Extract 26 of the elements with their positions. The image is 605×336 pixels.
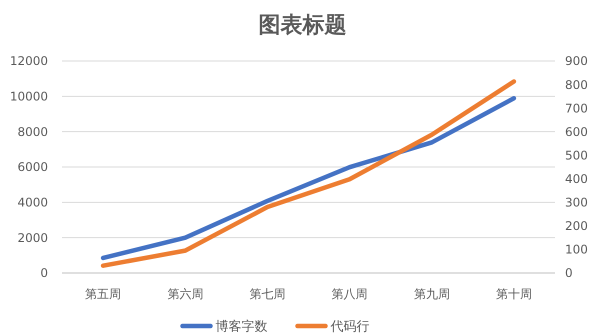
x-tick-label: 第五周 [85,287,122,301]
x-tick-label: 第九周 [414,287,450,301]
y2-tick-label: 400 [565,172,588,186]
x-tick-label: 第七周 [249,287,286,301]
y-tick-label: 8000 [17,124,48,139]
y-tick-label: 10000 [10,90,48,104]
y2-tick-label: 200 [565,219,588,234]
y2-tick-label: 700 [565,101,588,116]
x-tick-label: 第八周 [332,287,368,301]
y2-tick-label: 800 [565,78,588,92]
y-tick-label: 6000 [17,160,48,174]
y-tick-label: 0 [40,266,48,280]
y-tick-label: 12000 [10,54,48,68]
legend-label: 博客字数 [216,318,268,335]
legend-label: 代码行 [330,320,370,335]
y2-tick-label: 500 [565,148,588,162]
y2-tick-label: 100 [565,242,588,257]
y2-tick-label: 600 [565,124,588,139]
y-tick-label: 4000 [17,196,48,210]
x-tick-label: 第六周 [167,287,204,301]
y2-tick-label: 300 [565,196,588,210]
chart-title: 图表标题 [258,13,346,38]
y2-tick-label: 0 [565,266,573,280]
y-tick-label: 2000 [17,230,48,245]
x-tick-label: 第十周 [496,287,532,301]
y2-tick-label: 900 [565,54,588,68]
